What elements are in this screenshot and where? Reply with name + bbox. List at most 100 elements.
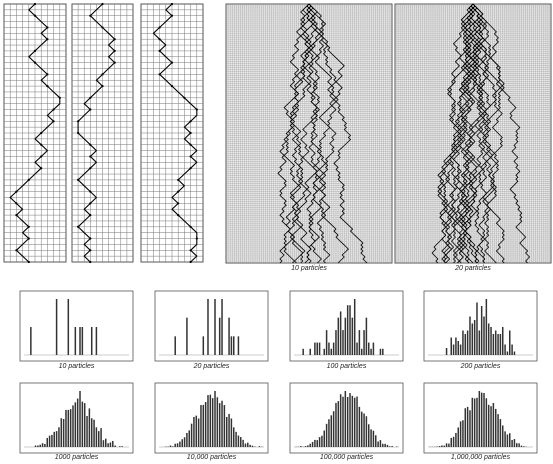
caption-hist-20: 20 particles (193, 363, 230, 370)
particle-path (460, 3, 505, 264)
histogram-bar (358, 330, 361, 355)
histogram-bar (466, 330, 469, 355)
histogram-bar (174, 443, 176, 447)
histogram-bar (367, 342, 370, 355)
particle-path (458, 3, 488, 264)
histogram-bar (207, 395, 209, 447)
histogram-bar (363, 413, 365, 447)
histogram-bar (55, 431, 58, 447)
particle-path (306, 3, 345, 264)
histogram-bar (65, 409, 67, 447)
histogram-bar (483, 316, 485, 355)
histogram-bar (339, 311, 342, 355)
particle-path (283, 3, 320, 264)
histogram-bar (455, 337, 457, 355)
histogram-bar (181, 439, 183, 447)
histogram-bar (349, 393, 351, 447)
histogram-panel-100000 (289, 382, 404, 454)
histogram-bar (452, 344, 455, 355)
caption-hist-1000000: 1,000,000 particles (450, 454, 511, 461)
histogram-bar (79, 391, 81, 447)
histogram-bar (455, 432, 457, 447)
histogram-bar (365, 416, 368, 447)
histogram-bar (202, 404, 205, 447)
histogram-bar (441, 445, 443, 447)
histogram-bar (459, 344, 462, 355)
histogram-bar (237, 336, 240, 355)
histogram-bar (314, 439, 316, 447)
histogram-bar (330, 348, 333, 355)
histogram-bar (344, 317, 347, 355)
histogram-bar (242, 439, 244, 447)
histogram-bar (109, 442, 112, 447)
histogram-bar (377, 441, 379, 447)
histogram-bar (105, 438, 107, 447)
histogram-bar (346, 305, 349, 355)
histogram-bar (471, 323, 474, 355)
histogram-bar (469, 316, 471, 355)
single-walk-panel-3 (140, 2, 204, 264)
histogram-bar (492, 334, 495, 355)
histogram-bar (382, 348, 384, 355)
histogram-bar (518, 443, 520, 447)
histogram-bar (307, 445, 309, 447)
histogram-bar (304, 446, 307, 447)
particle-path (464, 3, 492, 264)
single-walk-panel-2 (71, 2, 134, 264)
histogram-bar (112, 440, 114, 447)
histogram-bar (384, 443, 386, 447)
histogram-bar (448, 443, 450, 447)
histogram-bar (391, 446, 393, 447)
histogram-bar (193, 416, 195, 447)
histogram-bar (504, 344, 506, 355)
histogram-bar (69, 409, 72, 447)
caption-hist-10: 10 particles (58, 363, 95, 370)
histogram-bar (476, 397, 478, 447)
histogram-bar (516, 443, 518, 447)
histogram-bar (389, 446, 391, 447)
histogram-bar (494, 330, 497, 355)
histogram-bar (473, 398, 476, 447)
histogram-bar (497, 414, 499, 447)
histogram-bar (228, 413, 230, 447)
histogram-bar (370, 348, 372, 355)
histogram-bar (462, 420, 464, 447)
histogram-bar (195, 415, 198, 447)
histogram-bar (30, 327, 32, 355)
histogram-bar (314, 342, 316, 355)
histogram-bar (83, 403, 86, 447)
histogram-bar (473, 320, 476, 355)
histogram-bar (44, 443, 46, 447)
histogram-bar (372, 430, 375, 447)
histogram-bar (360, 348, 363, 355)
histogram-bar (492, 403, 495, 447)
histogram-bar (107, 443, 109, 447)
histogram-bar (58, 427, 60, 447)
histogram-bar (346, 396, 349, 447)
histogram-bar (356, 396, 358, 447)
histogram-bar (232, 427, 235, 447)
histogram-bar (464, 408, 467, 447)
caption-20-particles-walk: 20 particles (455, 265, 491, 272)
histogram-bar (513, 351, 516, 355)
histogram-bar (342, 396, 344, 447)
histogram-bar (351, 317, 354, 355)
histogram-bar (55, 299, 58, 355)
histogram-bar (459, 421, 462, 447)
histogram-bar (67, 299, 70, 355)
histogram-bar (476, 302, 478, 355)
histogram-bar (379, 348, 382, 355)
histogram-bar (325, 330, 328, 355)
histogram-bar (335, 402, 337, 447)
histogram-bar (244, 443, 247, 447)
histogram-bar (328, 342, 330, 355)
histogram-bar (218, 403, 221, 447)
histogram-bar (480, 392, 483, 447)
histogram-bar (360, 411, 363, 447)
histogram-bar (309, 348, 311, 355)
histogram-panel-200 (423, 290, 538, 362)
particle-path (277, 3, 310, 264)
histogram-bar (39, 444, 41, 447)
histogram-bar (221, 400, 223, 447)
particle-path (456, 3, 488, 264)
